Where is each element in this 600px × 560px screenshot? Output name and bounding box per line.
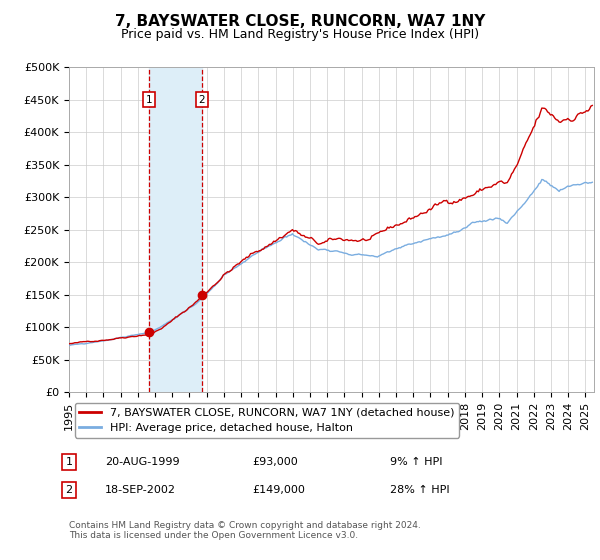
Text: 2: 2: [65, 485, 73, 495]
Text: £149,000: £149,000: [252, 485, 305, 495]
Text: 20-AUG-1999: 20-AUG-1999: [105, 457, 179, 467]
Text: Price paid vs. HM Land Registry's House Price Index (HPI): Price paid vs. HM Land Registry's House …: [121, 28, 479, 41]
Text: Contains HM Land Registry data © Crown copyright and database right 2024.
This d: Contains HM Land Registry data © Crown c…: [69, 521, 421, 540]
Bar: [149, 67, 202, 392]
Text: 28% ↑ HPI: 28% ↑ HPI: [390, 485, 449, 495]
Text: 1: 1: [65, 457, 73, 467]
Text: 2: 2: [199, 95, 205, 105]
Text: 9% ↑ HPI: 9% ↑ HPI: [390, 457, 443, 467]
Text: £93,000: £93,000: [252, 457, 298, 467]
Text: 1: 1: [145, 95, 152, 105]
Legend: 7, BAYSWATER CLOSE, RUNCORN, WA7 1NY (detached house), HPI: Average price, detac: 7, BAYSWATER CLOSE, RUNCORN, WA7 1NY (de…: [74, 403, 459, 437]
Text: 18-SEP-2002: 18-SEP-2002: [105, 485, 176, 495]
Text: 7, BAYSWATER CLOSE, RUNCORN, WA7 1NY: 7, BAYSWATER CLOSE, RUNCORN, WA7 1NY: [115, 14, 485, 29]
